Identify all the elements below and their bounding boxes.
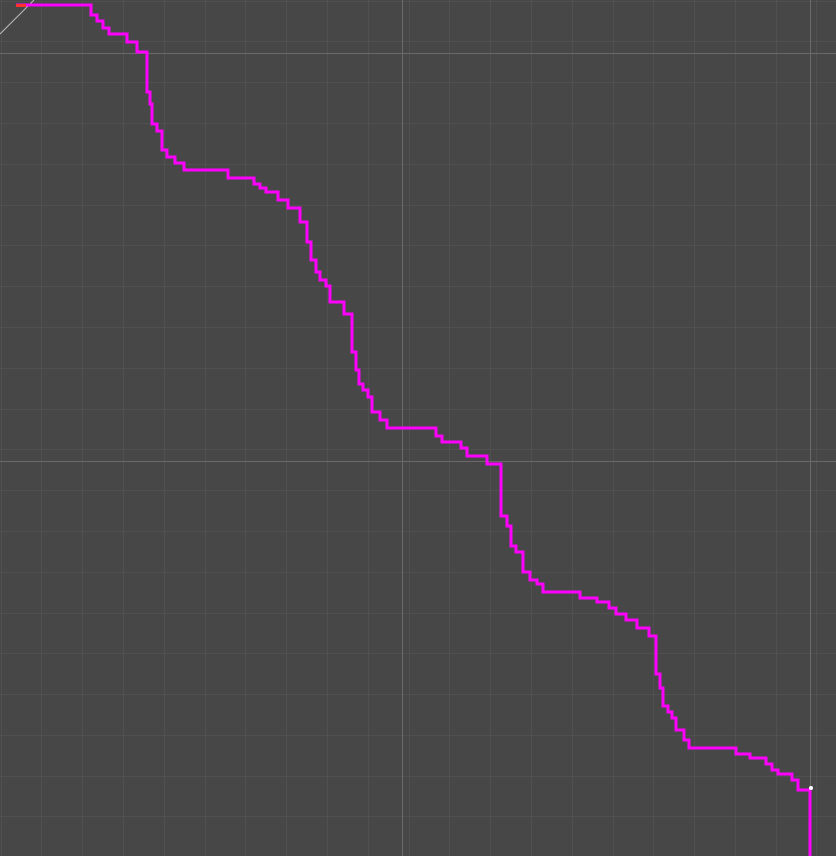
staircase-path[interactable]	[16, 3, 812, 856]
path-end-handle[interactable]	[809, 786, 813, 790]
